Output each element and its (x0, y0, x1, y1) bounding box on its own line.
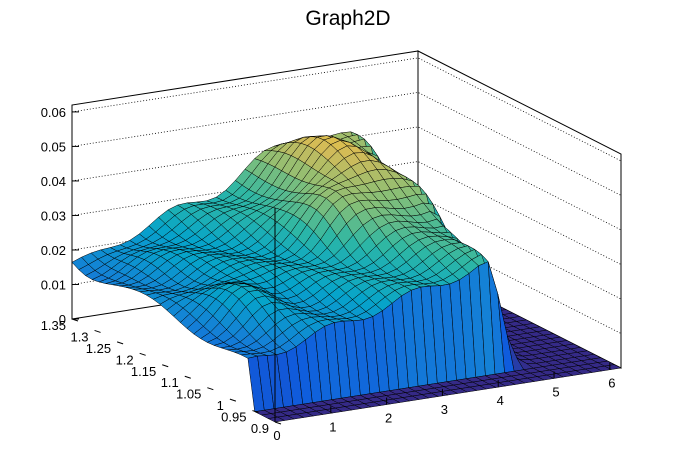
surface-mesh (71, 131, 622, 423)
y-tick-mark (184, 375, 191, 379)
surface-cell (603, 364, 622, 370)
y-tick-label: 0.95 (221, 410, 246, 425)
x-tick-label: 5 (552, 384, 559, 399)
y-tick-mark (116, 341, 124, 345)
y-tick-label: 1.2 (116, 352, 134, 367)
y-tick-mark (139, 352, 146, 356)
x-tick-label: 4 (497, 393, 504, 408)
y-tick-label: 1 (217, 398, 224, 413)
z-grid-line (71, 91, 622, 196)
y-tick-label: 1.1 (161, 375, 179, 390)
chart-title: Graph2D (305, 7, 390, 30)
tick-labels: 01234560.90.9511.051.11.151.21.251.31.35… (41, 105, 616, 443)
y-tick-mark (252, 410, 259, 414)
z-grid-line (71, 195, 622, 300)
y-tick-mark (229, 398, 237, 402)
z-grid-line (71, 57, 622, 162)
z-tick-label: 0 (59, 312, 66, 327)
x-tick-label: 2 (385, 411, 392, 426)
y-tick-mark (162, 364, 169, 368)
z-tick-label: 0.01 (41, 277, 66, 292)
z-grid-line (71, 230, 622, 334)
x-tick-label: 0 (273, 428, 280, 443)
z-tick-label: 0.04 (41, 174, 66, 189)
y-tick-mark (274, 421, 282, 425)
z-tick-label: 0.03 (41, 208, 66, 223)
z-grid-line (71, 126, 622, 231)
z-grid-line (71, 161, 622, 265)
y-tick-mark (207, 387, 214, 391)
y-tick-label: 1.25 (86, 341, 111, 356)
y-tick-label: 0.9 (251, 421, 269, 436)
y-tick-mark (94, 329, 101, 333)
y-tick-label: 1.3 (70, 329, 88, 344)
y-tick-label: 1.35 (41, 318, 66, 333)
y-tick-label: 1.05 (176, 387, 201, 402)
z-tick-label: 0.06 (41, 105, 66, 120)
z-grid-lines (71, 57, 622, 334)
z-tick-label: 0.05 (41, 139, 66, 154)
x-tick-label: 3 (441, 402, 448, 417)
z-tick-label: 0.02 (41, 243, 66, 258)
x-tick-label: 1 (329, 419, 336, 434)
x-tick-label: 6 (608, 376, 615, 391)
y-tick-label: 1.15 (131, 364, 156, 379)
axis-frame (71, 105, 276, 422)
